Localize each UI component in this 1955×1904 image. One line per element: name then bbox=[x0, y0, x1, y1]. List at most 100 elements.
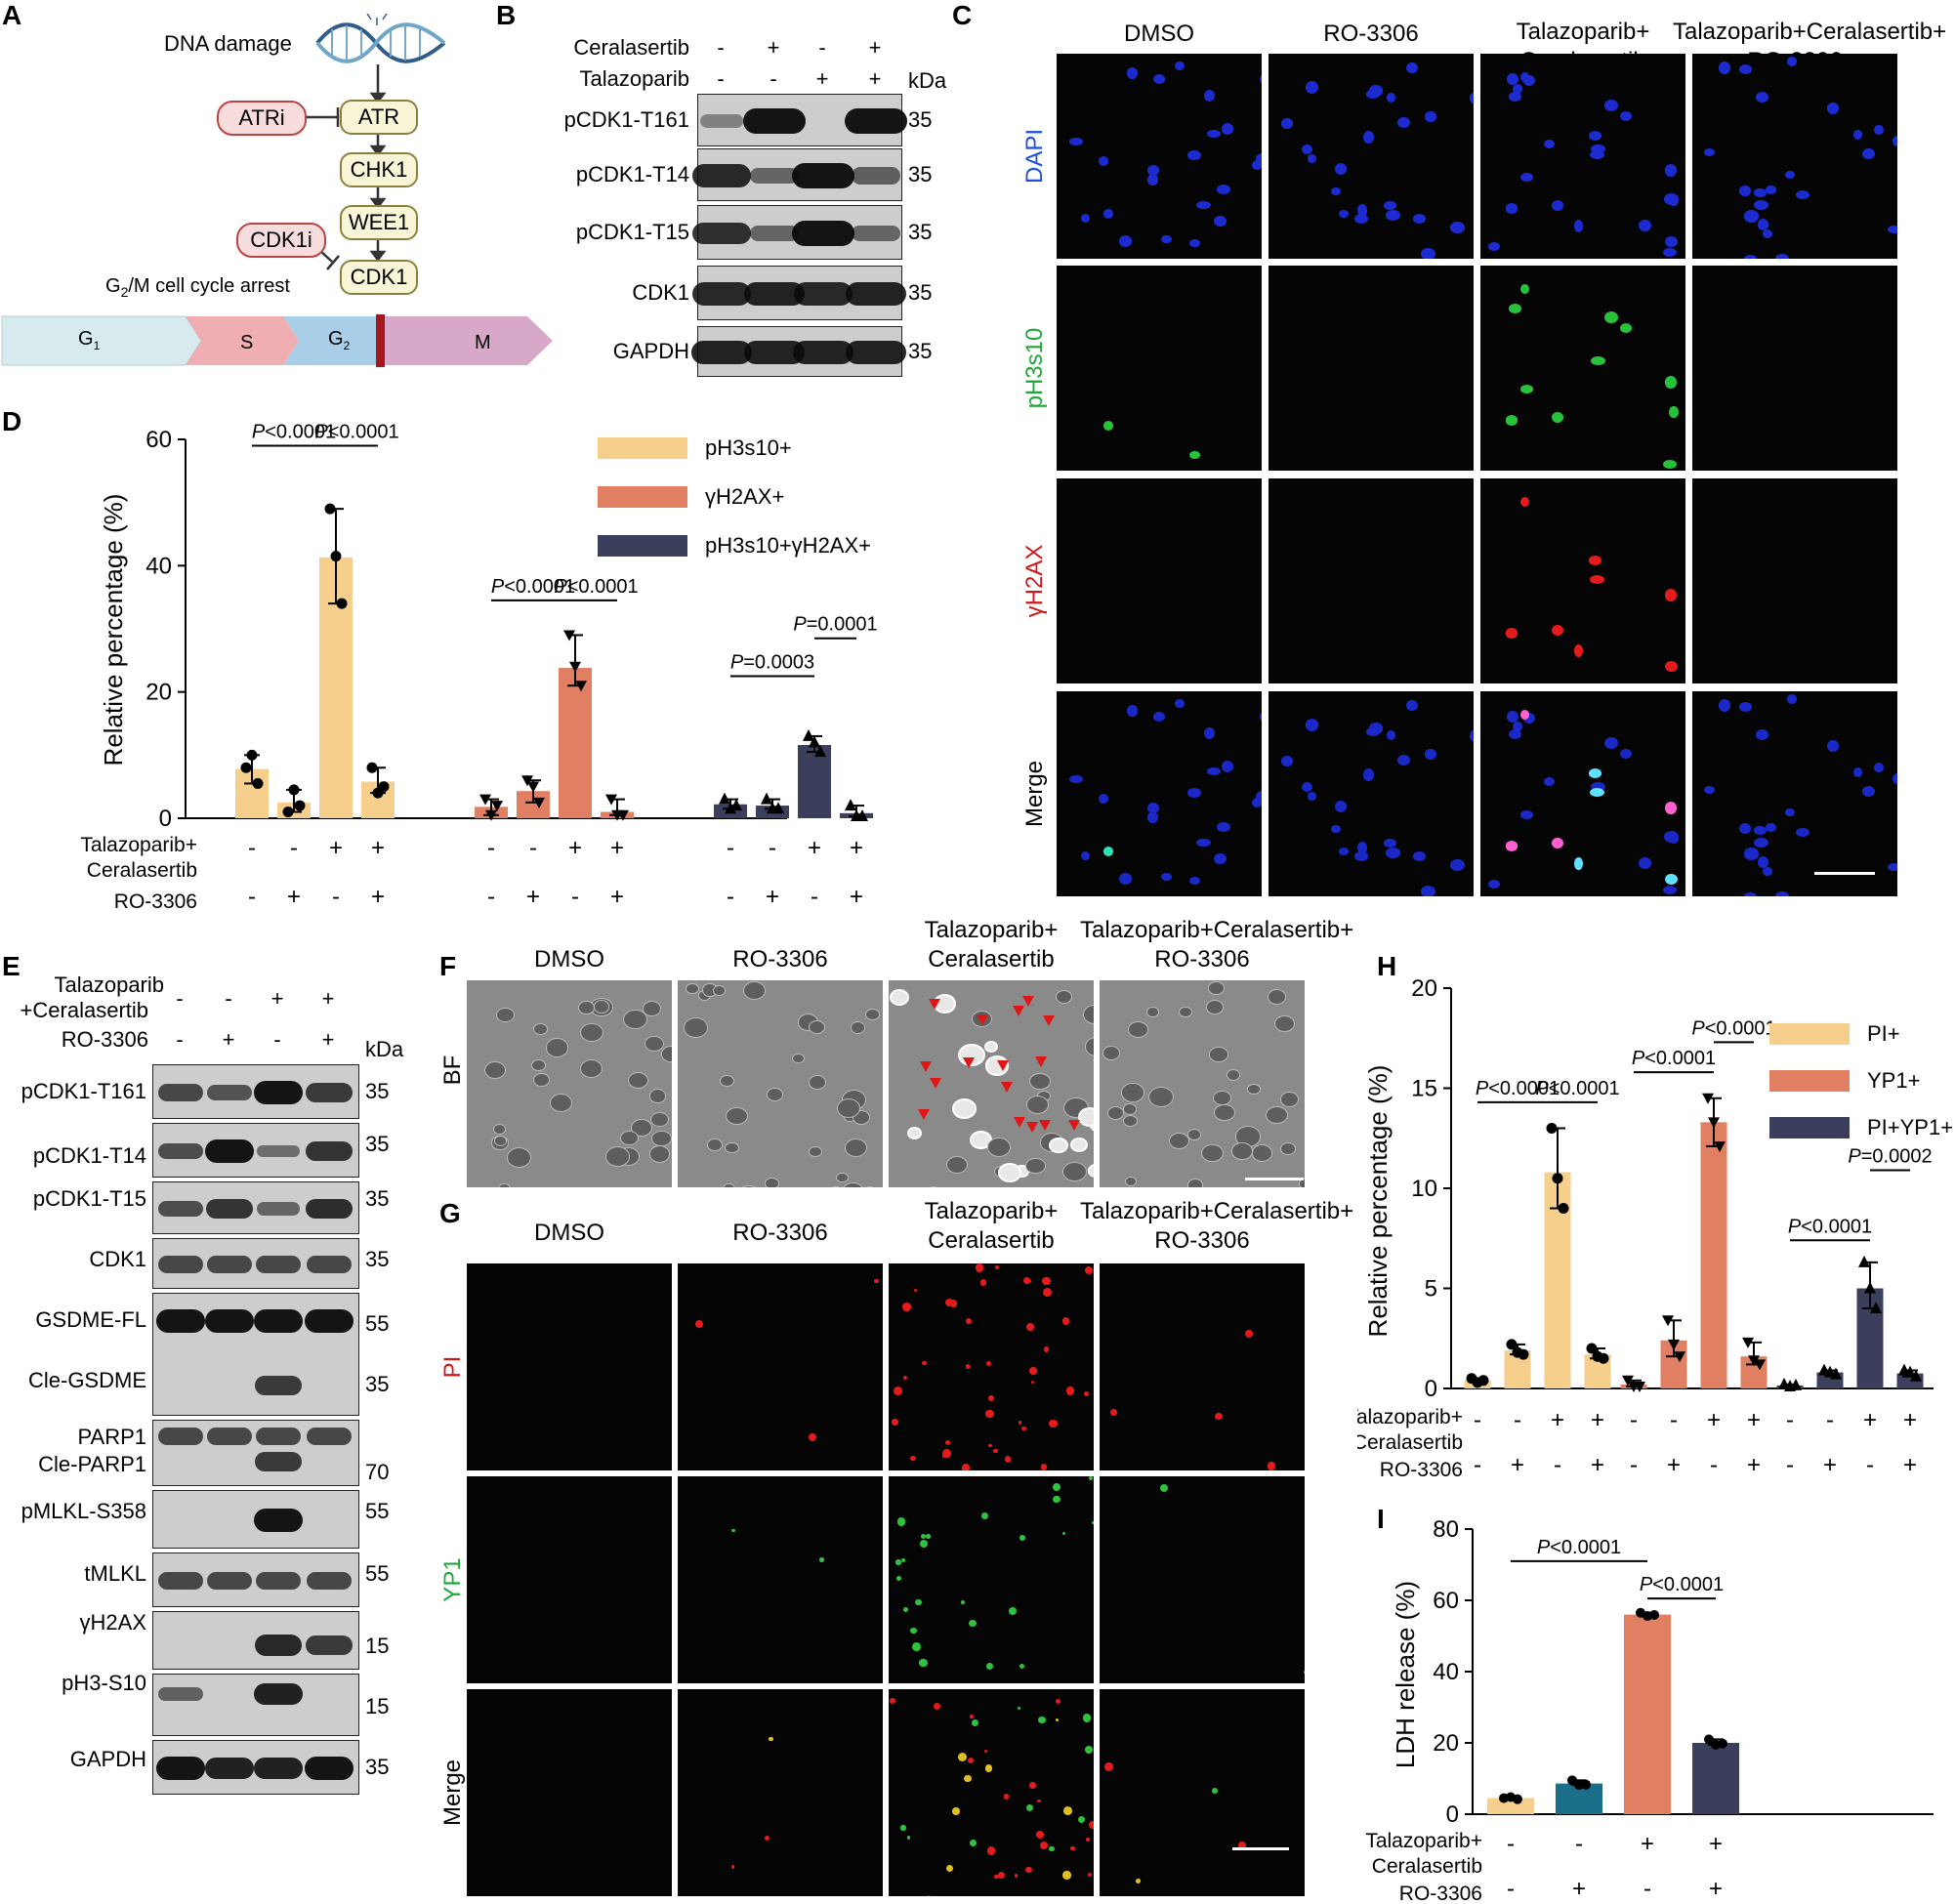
y-tick-label: 0 bbox=[159, 806, 172, 832]
data-point bbox=[1870, 1302, 1882, 1313]
data-point bbox=[1702, 1093, 1714, 1104]
treatment-sign: + bbox=[321, 986, 335, 1011]
stained-cell bbox=[1104, 1762, 1113, 1771]
blot-band bbox=[207, 1085, 252, 1100]
data-point bbox=[1790, 1378, 1802, 1390]
condition-sign: + bbox=[1551, 1407, 1564, 1433]
condition-sign: + bbox=[1709, 1831, 1723, 1857]
nucleus bbox=[1754, 200, 1768, 211]
nucleus bbox=[1719, 62, 1731, 75]
stained-cell bbox=[1003, 1794, 1010, 1801]
cell bbox=[1062, 1162, 1087, 1182]
bar bbox=[798, 744, 831, 818]
treatment-sign: + bbox=[868, 66, 882, 91]
microscopy-image bbox=[1269, 54, 1474, 259]
kda-value: 35 bbox=[908, 280, 933, 305]
nucleus bbox=[1385, 848, 1400, 858]
microscopy-image bbox=[1692, 691, 1897, 896]
nucleus bbox=[1662, 247, 1677, 258]
nucleus bbox=[1126, 66, 1139, 80]
nucleus bbox=[1260, 72, 1262, 85]
nucleus bbox=[1852, 129, 1863, 141]
nucleus bbox=[1384, 839, 1396, 848]
arrowhead-marker bbox=[1043, 1015, 1056, 1027]
nucleus bbox=[1189, 876, 1201, 886]
stained-cell bbox=[1025, 1323, 1034, 1332]
y-tick-label: 20 bbox=[1411, 975, 1437, 1002]
stained-cell bbox=[1043, 1288, 1052, 1298]
blot-label: pCDK1-T15 bbox=[575, 220, 689, 244]
atr-node: ATR bbox=[340, 100, 418, 135]
data-point bbox=[479, 794, 491, 806]
blot-strip bbox=[691, 266, 906, 320]
stained-cell bbox=[949, 1299, 958, 1307]
nucleus bbox=[1763, 228, 1772, 239]
blot-label: pMLKL-S358 bbox=[21, 1499, 146, 1523]
nucleus bbox=[1519, 173, 1533, 183]
brightfield-image bbox=[678, 980, 883, 1187]
blot-band bbox=[256, 1144, 301, 1158]
nucleus bbox=[1353, 851, 1369, 862]
kda-value: 15 bbox=[365, 1634, 390, 1658]
kda-value: 35 bbox=[365, 1079, 390, 1103]
nucleus bbox=[1739, 186, 1751, 196]
cell bbox=[1025, 1157, 1046, 1175]
nucleus bbox=[1665, 589, 1678, 601]
stained-cell bbox=[1026, 1279, 1031, 1284]
stained-cell bbox=[927, 1894, 931, 1896]
arrowhead-marker bbox=[1034, 1056, 1047, 1068]
data-point bbox=[1830, 1367, 1842, 1380]
nucleus bbox=[1795, 827, 1810, 837]
data-point bbox=[719, 792, 730, 805]
nucleus bbox=[1385, 210, 1400, 221]
nucleus bbox=[1102, 847, 1114, 857]
cell bbox=[1122, 1102, 1137, 1115]
cell bbox=[1207, 980, 1226, 995]
data-point bbox=[282, 807, 294, 818]
stained-cell bbox=[968, 1757, 975, 1763]
cell bbox=[863, 1185, 876, 1187]
scale-bar bbox=[1232, 1847, 1289, 1850]
microscopy-image bbox=[1692, 478, 1897, 683]
stained-cell bbox=[960, 1599, 965, 1604]
nucleus bbox=[1102, 209, 1114, 220]
nucleus bbox=[1160, 234, 1173, 244]
stained-cell bbox=[1004, 1455, 1012, 1463]
stained-cell bbox=[1019, 1535, 1025, 1541]
nucleus bbox=[1519, 810, 1533, 820]
scale-bar bbox=[1245, 1178, 1304, 1180]
condition-sign: + bbox=[371, 835, 385, 861]
blot-band bbox=[206, 1256, 253, 1273]
condition-sign: - bbox=[1630, 1452, 1638, 1478]
stained-cell bbox=[944, 1298, 954, 1307]
nucleus bbox=[1216, 184, 1231, 194]
chart-i: 0 20 40 60 80 LDH release (%) P<0.0001 P<0.0001… bbox=[1365, 1516, 1934, 1904]
nucleus bbox=[1334, 163, 1347, 176]
blot-band bbox=[206, 1428, 253, 1445]
condition-sign: - bbox=[1554, 1452, 1561, 1478]
blot-strip bbox=[152, 1181, 359, 1234]
column-header: Talazoparib+ Ceralasertib bbox=[924, 1198, 1059, 1254]
blot-band bbox=[254, 1081, 303, 1104]
nucleus bbox=[1152, 74, 1166, 85]
data-point bbox=[294, 800, 306, 811]
blot-band bbox=[792, 221, 854, 246]
nucleus bbox=[1520, 283, 1530, 295]
data-point bbox=[730, 799, 742, 811]
nucleus bbox=[1589, 787, 1604, 798]
nucleus bbox=[1196, 200, 1211, 209]
cell bbox=[1168, 1133, 1189, 1150]
nucleus bbox=[1368, 723, 1384, 734]
treatment-sign: - bbox=[818, 35, 826, 60]
microscopy-image bbox=[467, 1263, 672, 1470]
stained-cell bbox=[901, 1557, 906, 1562]
row-label: YP1 bbox=[439, 1557, 466, 1602]
stained-cell bbox=[981, 1512, 989, 1520]
nucleus bbox=[1189, 450, 1201, 460]
nucleus bbox=[1619, 748, 1633, 760]
microscopy-image bbox=[1057, 691, 1262, 896]
nucleus bbox=[1505, 203, 1518, 214]
blot-band bbox=[793, 340, 853, 365]
blot-label: GAPDH bbox=[612, 339, 689, 363]
nucleus bbox=[1522, 74, 1536, 86]
